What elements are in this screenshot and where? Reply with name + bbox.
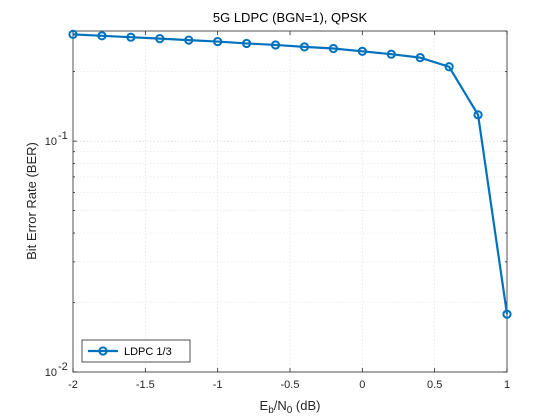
x-axis-title: Eb/N0 (dB) bbox=[260, 398, 321, 416]
chart-title: 5G LDPC (BGN=1), QPSK bbox=[213, 10, 368, 25]
x-axis-title-sub2: 0 bbox=[287, 405, 293, 416]
legend-label: LDPC 1/3 bbox=[124, 346, 172, 358]
y-tick-label-exponent: -1 bbox=[58, 130, 68, 142]
data-point bbox=[415, 53, 425, 63]
grid-lines bbox=[73, 31, 507, 372]
data-point bbox=[444, 62, 454, 72]
data-point bbox=[357, 46, 367, 56]
data-point bbox=[242, 38, 252, 49]
series-line bbox=[72, 33, 509, 315]
data-point bbox=[184, 35, 194, 45]
data-point bbox=[126, 32, 136, 42]
x-tick-label: -2 bbox=[68, 379, 78, 391]
data-point bbox=[299, 42, 310, 52]
legend-box bbox=[81, 339, 191, 363]
data-point bbox=[270, 40, 281, 50]
x-axis-title-base: E bbox=[260, 398, 269, 413]
x-tick-label: 0.5 bbox=[427, 379, 442, 391]
x-tick-label: -0.5 bbox=[281, 379, 300, 391]
data-point bbox=[155, 34, 165, 44]
x-axis-title-sub1: b bbox=[268, 405, 274, 416]
data-point bbox=[328, 43, 338, 54]
data-point bbox=[213, 36, 223, 47]
data-point bbox=[97, 31, 107, 41]
y-tick-label: 10 bbox=[45, 367, 57, 379]
series-layer bbox=[68, 29, 512, 319]
x-axis-title-mid: /N bbox=[274, 398, 287, 413]
x-tick-label: 1 bbox=[504, 379, 510, 391]
y-axis-title: Bit Error Rate (BER) bbox=[24, 142, 39, 260]
axis-ticks: -2 -1.5 -1 -0.5 0 0.5 110-210-1 bbox=[45, 30, 510, 391]
x-axis-title-tail: (dB) bbox=[292, 398, 320, 413]
data-point bbox=[68, 29, 78, 39]
legend-marker bbox=[98, 346, 108, 356]
y-tick-label-exponent: -2 bbox=[58, 361, 68, 373]
x-tick-label: -1.5 bbox=[136, 379, 155, 391]
plot-area bbox=[73, 31, 507, 372]
x-tick-label: 0 bbox=[359, 379, 365, 391]
x-tick-label: -1 bbox=[213, 379, 223, 391]
legend: LDPC 1/3 bbox=[81, 339, 191, 363]
y-tick-label: 10 bbox=[45, 136, 57, 148]
data-point bbox=[473, 110, 483, 120]
data-point bbox=[386, 49, 396, 59]
data-point bbox=[502, 309, 512, 319]
